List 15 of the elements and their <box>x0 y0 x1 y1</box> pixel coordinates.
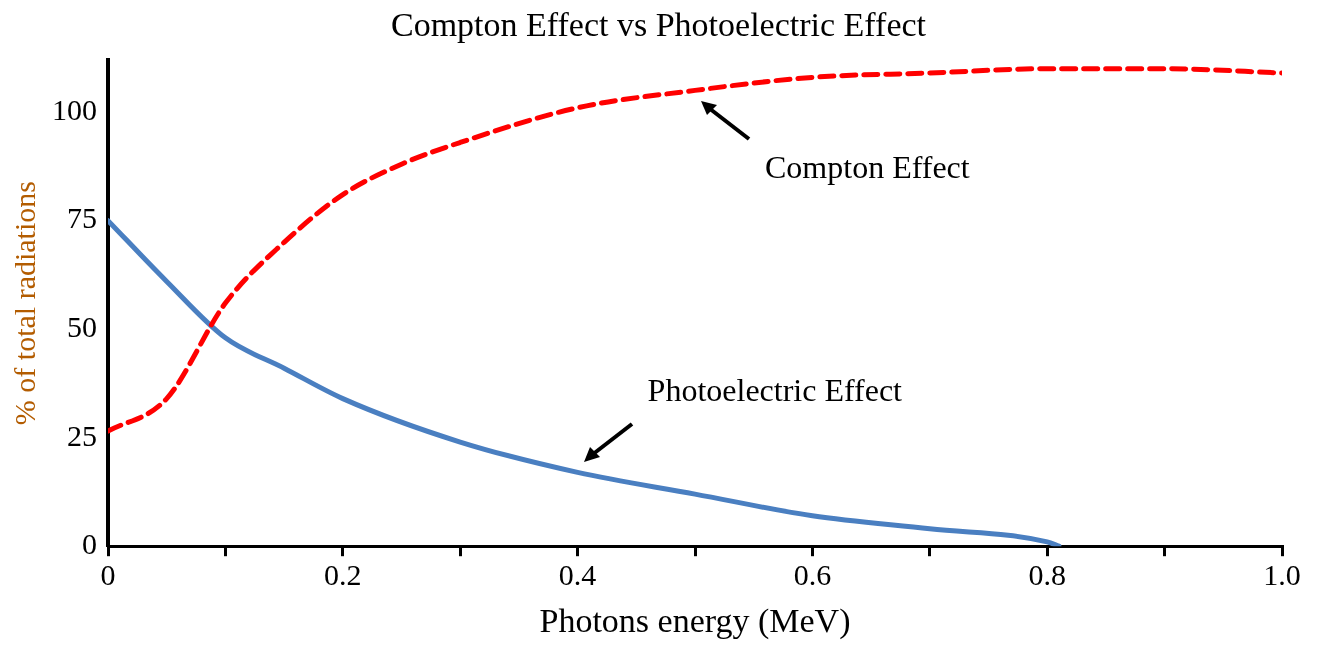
x-tick-label: 0.4 <box>558 558 597 592</box>
y-tick-label: 0 <box>82 527 97 561</box>
y-axis-title: % of total radiations <box>7 181 41 426</box>
y-tick-label: 50 <box>67 310 97 344</box>
chart-title: Compton Effect vs Photoelectric Effect <box>389 6 927 44</box>
x-tick-label: 0.2 <box>324 558 362 592</box>
annotation: Photoelectric Effect <box>647 372 903 409</box>
x-tick-label: 0.6 <box>793 558 832 592</box>
y-tick-label: 75 <box>67 201 97 235</box>
x-tick-label: 0.8 <box>1028 558 1066 592</box>
y-tick-label: 25 <box>67 418 97 452</box>
x-axis-title: Photons energy (MeV) <box>539 601 851 640</box>
annotation: Compton Effect <box>765 149 970 186</box>
y-tick-label: 100 <box>52 92 97 126</box>
x-tick-label: 1.0 <box>1263 558 1301 592</box>
